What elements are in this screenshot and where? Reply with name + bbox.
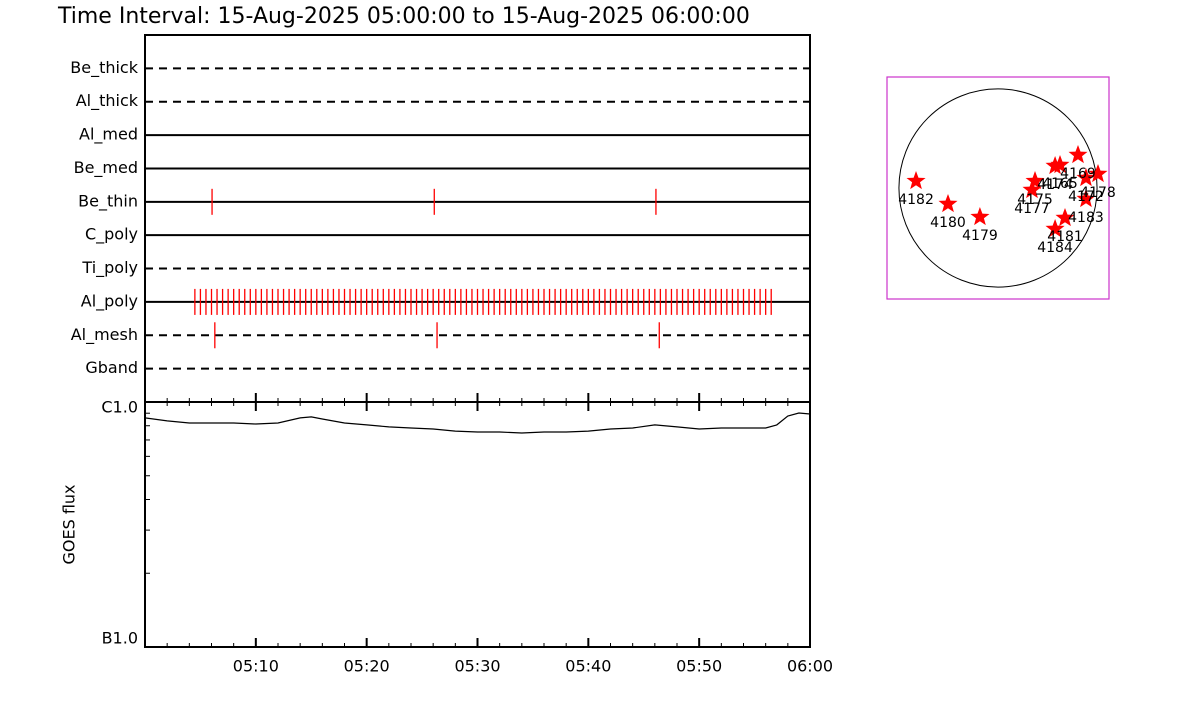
active-region-label: 4174 <box>1037 177 1073 193</box>
row-label: Gband <box>85 358 138 377</box>
row-label: Be_thin <box>78 191 138 211</box>
active-region-star <box>1022 180 1042 199</box>
row-label: C_poly <box>85 225 138 245</box>
solar-disk <box>898 88 1098 288</box>
y-tick-label: C1.0 <box>101 398 138 417</box>
active-region-label: 4178 <box>1080 185 1116 201</box>
active-region-label: 4175 <box>1017 192 1053 208</box>
active-region-star <box>1050 155 1070 174</box>
active-region-star <box>1045 219 1065 238</box>
active-region-label: 4180 <box>930 215 966 231</box>
active-region-label: 4179 <box>962 228 998 244</box>
x-tick-label: 05:20 <box>344 657 390 676</box>
x-tick-label: 05:30 <box>454 657 500 676</box>
y-axis-label: GOES flux <box>60 484 79 564</box>
x-tick-label: 05:10 <box>233 657 279 676</box>
row-label: Be_thick <box>70 58 138 78</box>
disk-frame <box>886 76 1110 300</box>
active-region-star <box>1025 171 1045 190</box>
row-label: Al_thick <box>76 91 139 111</box>
x-tick-label: 05:40 <box>565 657 611 676</box>
active-region-label: 4169 <box>1060 166 1096 182</box>
active-region-label: 4184 <box>1037 240 1073 256</box>
panel-frame <box>144 34 811 402</box>
goes-curve <box>144 412 811 434</box>
active-region-star <box>906 171 926 190</box>
active-region-label: 4183 <box>1068 210 1104 226</box>
x-tick-label: 05:50 <box>676 657 722 676</box>
chart-title: Time Interval: 15-Aug-2025 05:00:00 to 1… <box>57 4 750 29</box>
active-region-star <box>1068 145 1088 164</box>
row-label: Al_poly <box>81 291 138 311</box>
active-region-star <box>938 194 958 213</box>
row-label: Al_mesh <box>71 325 138 345</box>
active-region-star <box>970 207 990 226</box>
x-tick-label: 06:00 <box>787 657 833 676</box>
active-region-star <box>1076 189 1096 208</box>
active-region-star <box>1088 164 1108 183</box>
y-tick-label: B1.0 <box>102 629 138 648</box>
active-region-label: 4181 <box>1047 229 1083 245</box>
active-region-label: 4182 <box>898 192 934 208</box>
row-label: Ti_poly <box>81 258 138 278</box>
active-region-label: 4165 <box>1042 176 1078 192</box>
active-region-label: 4177 <box>1014 201 1050 217</box>
row-label: Be_med <box>74 158 138 178</box>
active-region-star <box>1076 168 1096 187</box>
active-region-label: 4172 <box>1068 189 1104 205</box>
active-region-star <box>1055 208 1075 227</box>
row-label: Al_med <box>79 125 138 145</box>
